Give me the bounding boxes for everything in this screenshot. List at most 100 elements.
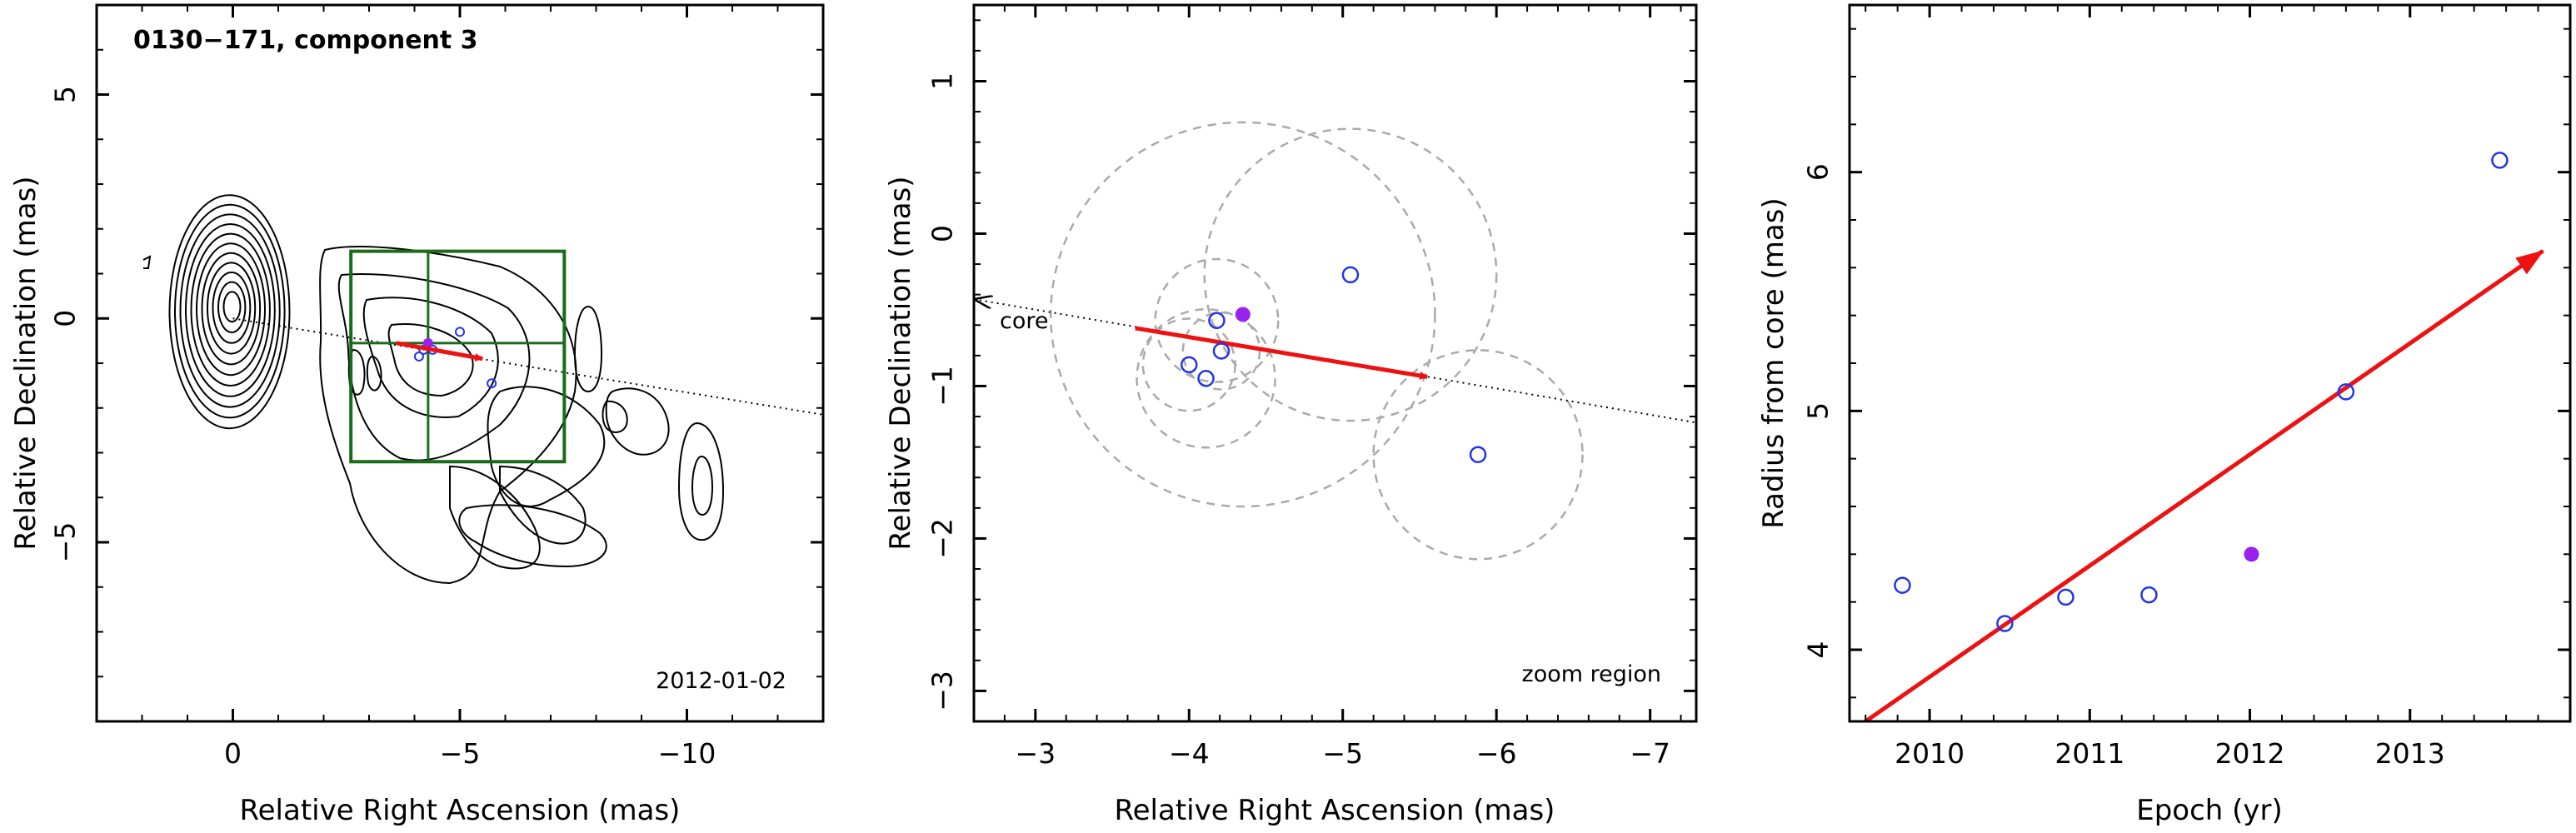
- uncertainty-circle: [1203, 127, 1498, 422]
- core-contour: [217, 281, 247, 333]
- core-contour: [212, 271, 252, 344]
- core-contour: [190, 232, 271, 387]
- y-tick-label: 0: [49, 310, 82, 327]
- panel-zoom-region: −3 −4 −5 −6 −7 1 0 −1 −2 −3 core zoom region Rela…: [884, 3, 1698, 827]
- y-tick-label: 0: [926, 225, 959, 242]
- jet-contour: [337, 273, 531, 461]
- uncertainty-circle: [1136, 308, 1276, 449]
- jet-contour: [677, 421, 725, 541]
- uncertainty-circles: [1049, 121, 1584, 561]
- radius-point: [2057, 588, 2074, 606]
- axis-ticks-1: 0 −5 −10 5 0 −5: [49, 4, 824, 770]
- jet-contour: [605, 387, 670, 456]
- plot-area-3: [1864, 152, 2544, 721]
- x-tick-label: −7: [1630, 737, 1670, 770]
- radius-point: [1894, 576, 1911, 594]
- x-tick-label: 2010: [1895, 737, 1964, 770]
- x-tick-label: 2011: [2054, 737, 2124, 770]
- jet-contour: [691, 455, 714, 516]
- core-contour: [179, 213, 281, 408]
- jet-contour: [362, 297, 499, 418]
- epoch-annotation: 2012-01-02: [656, 668, 786, 694]
- component-point: [1181, 356, 1198, 374]
- panel-contour-map: 0 −5 −10 5 0 −5 0130−171, component 3 2012-01…: [9, 3, 825, 827]
- y-tick-label: 4: [1802, 641, 1835, 659]
- core-annotation: core: [1000, 308, 1048, 334]
- y-axis-label-2: Relative Declination (mas): [884, 176, 917, 550]
- uncertainty-circle: [1181, 311, 1261, 391]
- jet-contour: [458, 504, 607, 568]
- plot-frame-3: [1848, 3, 2572, 723]
- x-axis-label-1: Relative Right Ascension (mas): [240, 794, 681, 827]
- radius-point: [2337, 383, 2355, 401]
- velocity-arrow: [396, 341, 484, 362]
- component-point: [487, 378, 497, 389]
- x-tick-label: 0: [224, 737, 242, 770]
- component-point: [1212, 342, 1231, 360]
- x-tick-label: −10: [658, 737, 716, 770]
- jet-contour: [573, 305, 603, 393]
- component-point: [455, 327, 465, 337]
- beam-marker: [142, 255, 152, 269]
- x-tick-label: −6: [1476, 737, 1517, 770]
- plot-area-2: [974, 121, 1696, 561]
- zoom-region-annotation: zoom region: [1522, 661, 1661, 687]
- core-contour: [201, 252, 262, 366]
- plot-frame-1: [95, 3, 825, 723]
- component-track-line: [232, 317, 823, 416]
- component-point: [1197, 370, 1215, 387]
- uncertainty-circle: [1154, 257, 1280, 383]
- x-tick-label: 2012: [2215, 737, 2285, 770]
- chart-title: 0130−171, component 3: [133, 26, 478, 55]
- component-point: [1469, 446, 1487, 464]
- uncertainty-circle: [1372, 349, 1584, 561]
- y-tick-label: 5: [1802, 402, 1835, 420]
- x-tick-label: −4: [1169, 737, 1210, 770]
- zoom-region-box: [349, 249, 567, 464]
- core-contour: [196, 242, 266, 377]
- core-contour: [173, 203, 286, 419]
- y-axis-label-1: Relative Declination (mas): [9, 176, 42, 550]
- component-point: [413, 351, 424, 362]
- jet-contour: [366, 355, 382, 392]
- x-tick-label: −3: [1015, 737, 1056, 770]
- component-point: [1341, 266, 1360, 284]
- radius-point: [2140, 586, 2158, 604]
- x-tick-label: −5: [440, 737, 481, 770]
- plot-frame-2: [972, 3, 1698, 723]
- jet-contour: [499, 465, 587, 545]
- radius-point: [2491, 152, 2509, 169]
- jet-contour: [347, 348, 366, 396]
- y-tick-label: 1: [926, 72, 959, 90]
- x-axis-label-3: Epoch (yr): [2136, 794, 2283, 827]
- jet-contour: [449, 465, 541, 570]
- current-epoch-point: [1235, 307, 1251, 322]
- jet-contour: [387, 323, 474, 397]
- current-epoch-point: [422, 337, 433, 348]
- uncertainty-circle: [1049, 121, 1436, 508]
- y-tick-label: −5: [49, 522, 82, 563]
- component-points: [1181, 266, 1487, 464]
- x-axis-label-2: Relative Right Ascension (mas): [1115, 794, 1555, 827]
- x-tick-label: −5: [1322, 737, 1363, 770]
- fit-line: [1864, 249, 2544, 721]
- jet-contour: [319, 246, 577, 585]
- current-epoch-point: [2244, 546, 2259, 562]
- core-contour: [185, 222, 276, 397]
- core-contour: [207, 262, 257, 355]
- core-contour: [222, 291, 242, 323]
- y-tick-label: −2: [926, 518, 959, 559]
- y-axis-label-3: Radius from core (mas): [1757, 197, 1790, 528]
- core-contour: [168, 194, 291, 430]
- y-tick-label: 6: [1802, 163, 1835, 181]
- contour-lines: [142, 194, 725, 585]
- radius-points: [1894, 152, 2509, 632]
- plot-area-1: [142, 194, 823, 585]
- y-tick-label: 5: [49, 86, 82, 103]
- velocity-arrow: [1135, 326, 1429, 380]
- jet-contour: [602, 400, 628, 433]
- x-tick-label: 2013: [2375, 737, 2445, 770]
- radius-point: [1996, 615, 2014, 632]
- y-tick-label: −3: [926, 671, 959, 711]
